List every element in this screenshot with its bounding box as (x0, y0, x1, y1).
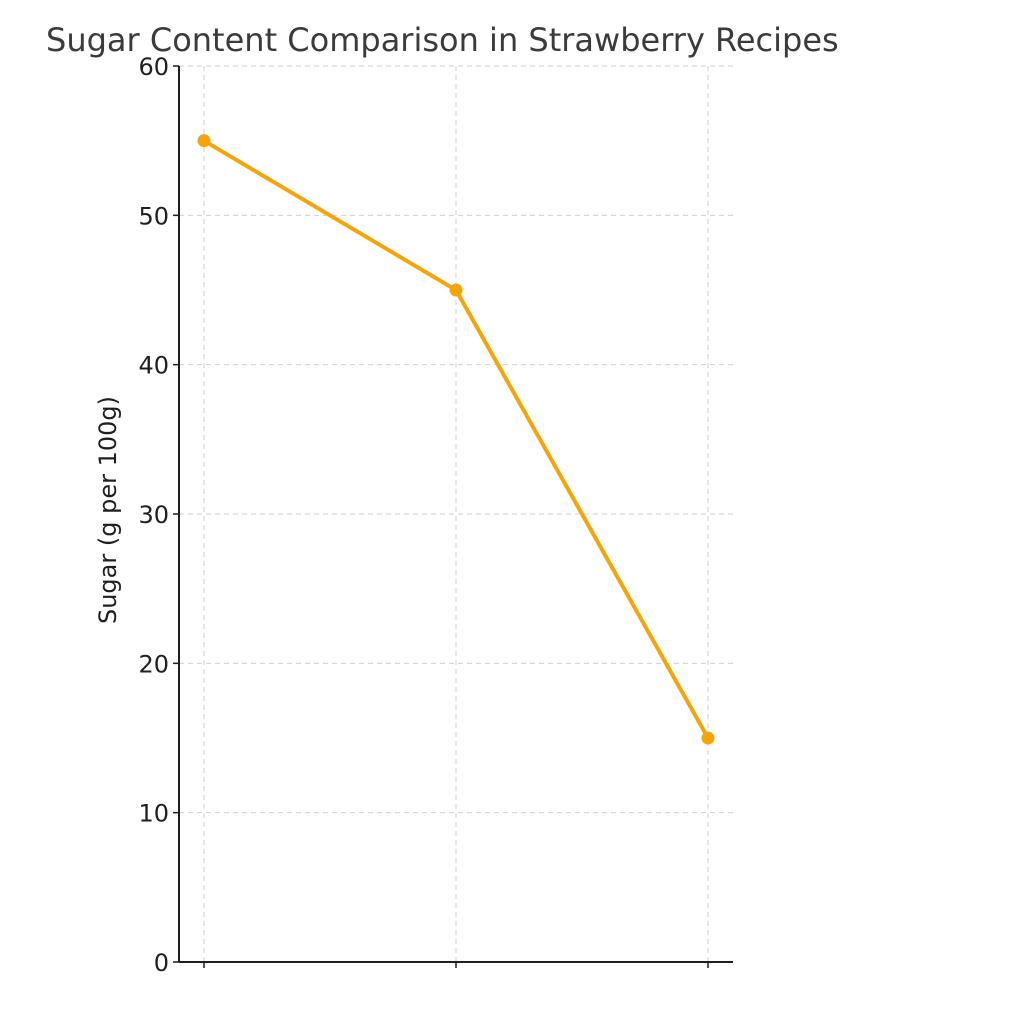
y-axis-ticks: 0 10 20 30 40 50 60 (138, 53, 179, 977)
data-point (197, 134, 211, 148)
y-axis-label: Sugar (g per 100g) (94, 396, 122, 624)
y-tick-label: 40 (138, 352, 169, 380)
series-layer (197, 134, 715, 745)
y-tick-label: 60 (138, 53, 169, 81)
y-tick-label: 0 (154, 949, 169, 977)
y-tick-label: 10 (138, 800, 169, 828)
y-tick-label: 30 (138, 501, 169, 529)
y-tick-label: 20 (138, 650, 169, 678)
data-point (701, 731, 715, 745)
chart-title: Sugar Content Comparison in Strawberry R… (46, 21, 839, 59)
x-axis-ticks (203, 962, 709, 968)
grid (179, 65, 733, 962)
data-point (449, 283, 463, 297)
y-tick-label: 50 (138, 202, 169, 230)
